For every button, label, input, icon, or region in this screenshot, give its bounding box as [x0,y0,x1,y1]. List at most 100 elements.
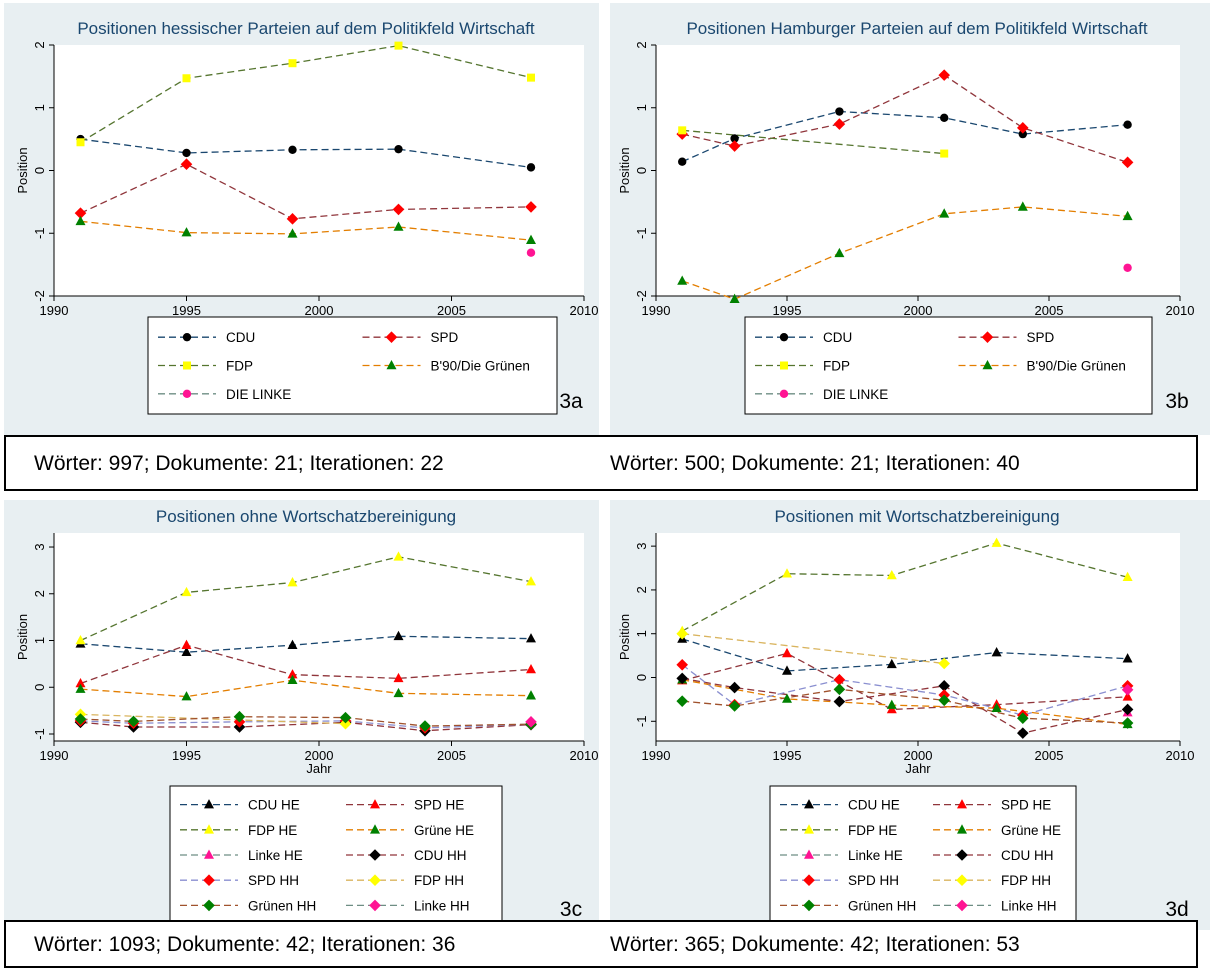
data-point [393,630,404,641]
legend-label: FDP [823,359,850,374]
data-point [939,208,950,218]
chart-title: Positionen Hamburger Parteien auf dem Po… [686,19,1147,38]
legend-label: DIE LINKE [823,387,888,402]
data-point [393,672,404,683]
data-point [676,695,688,707]
legend-label: DIE LINKE [226,387,291,402]
series-line [80,713,346,725]
y-tick-label: 1 [32,104,47,111]
legend-marker [804,849,814,859]
legend: CDU SPD FDP B'90/Die Grünen DIE LINKE [744,316,1153,415]
data-point [527,73,535,82]
legend-label: FDP [226,359,253,374]
legend: CDU HE SPD HE FDP HE Grüne HE Linke HE CDU HH… [169,785,503,925]
data-point [181,646,192,656]
data-point [1017,712,1029,725]
x-tick-label: 2010 [570,303,599,318]
data-point [1121,156,1134,169]
legend-marker [804,799,814,809]
legend-label: FDP HH [414,873,464,888]
data-point [886,569,897,580]
y-tick-label: 1 [32,637,47,644]
data-point [782,665,792,675]
data-point [525,716,537,728]
data-point [938,69,950,81]
legend-box [147,316,558,415]
chart-title: Positionen hessischer Parteien auf dem P… [77,19,535,38]
data-point [782,568,792,578]
x-tick-label: 2005 [437,303,466,318]
legend-item-b-90-die-gr-nen: B'90/Die Grünen [362,359,530,374]
data-point [526,234,536,244]
data-point [181,691,192,701]
y-tick-label: 3 [634,543,649,550]
series-cdu [681,110,1128,163]
x-tick-label: 2010 [570,748,599,763]
chart-3d: Positionen mit Wortschatzbereinigung 1990… [617,507,1194,925]
y-tick-label: -1 [32,728,47,740]
chart-panel-3a: Positionen hessischer Parteien auf dem P… [4,3,599,435]
markers-spd [74,158,537,225]
legend-marker [370,824,380,834]
data-point [287,669,298,679]
data-point [938,680,950,692]
legend-item-spd: SPD [362,330,459,345]
legend-item-cdu: CDU [755,330,852,345]
legend-label: CDU HE [248,798,300,813]
series-gr-nen-hh [682,688,1128,724]
series-line [682,74,1128,163]
series-spd-he [682,652,1128,711]
data-point [526,576,536,586]
data-point [393,687,404,698]
data-point [729,293,740,303]
info-bottom-left: Wörter: 1093; Dokumente: 42; Iterationen… [34,933,456,956]
data-point [287,639,298,649]
data-point [833,683,846,696]
series-line [80,716,532,727]
legend-label: SPD HE [414,798,464,813]
data-point [75,683,86,693]
legend-label: B'90/Die Grünen [431,359,530,374]
series-cdu-hh [80,721,532,732]
legend-label: CDU HE [848,798,900,813]
y-tick-label: 0 [32,684,47,691]
x-tick-label: 1995 [773,303,802,318]
data-point [991,537,1002,547]
series-line [80,44,532,143]
markers-gr-ne-he [75,674,536,701]
legend-marker [779,332,789,342]
chart-3b: Positionen Hamburger Parteien auf dem Po… [617,19,1194,415]
legend-item-spd-hh: SPD HH [780,873,899,888]
info-top-left: Wörter: 997; Dokumente: 21; Iterationen:… [34,452,444,475]
legend: CDU HE SPD HE FDP HE Grüne HE Linke HE CDU HH… [769,785,1077,925]
data-point [526,248,536,257]
y-tick-label: 2 [32,590,47,597]
legend-item-fdp-he: FDP HE [780,823,897,838]
legend-item-gr-ne-he: Grüne HE [933,823,1061,838]
data-point [833,673,846,686]
data-point [75,635,86,645]
legend-marker [780,361,788,370]
legend-marker [203,899,215,912]
data-point [678,157,687,166]
markers-cdu [678,107,1132,166]
markers-cdu-he [677,633,1133,675]
data-point [1123,120,1132,129]
data-point [834,247,845,258]
series-spd [682,74,1128,163]
data-point [182,148,191,158]
y-tick-label: 0 [634,674,649,681]
data-point [74,207,87,219]
data-point [782,693,792,703]
data-point [525,201,537,213]
markers-die-linke [526,248,536,257]
data-point [286,213,299,225]
y-tick-label: -1 [634,716,649,728]
data-point [938,694,950,707]
legend-label: Grüne HE [1001,823,1061,838]
legend-label: CDU [823,330,852,345]
y-tick-label: -1 [32,227,47,239]
legend-label: Linke HH [1001,898,1057,913]
data-point [180,158,193,171]
data-point [991,647,1002,657]
